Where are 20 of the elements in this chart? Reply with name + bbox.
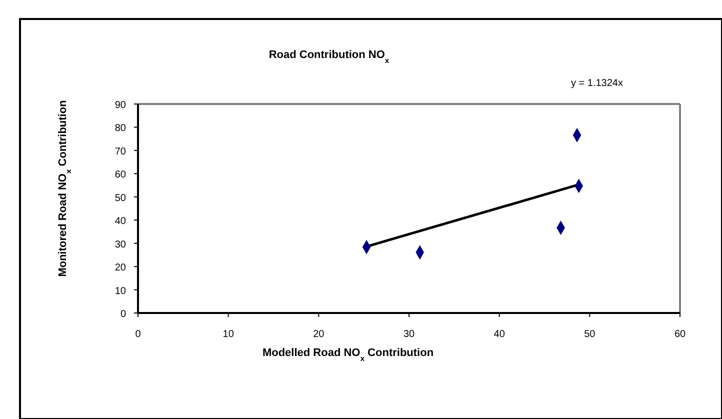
y-tick-label: 90 xyxy=(114,100,126,111)
text: y = 1.1324x xyxy=(571,78,623,89)
y-tick-label: 50 xyxy=(114,192,126,204)
x-tick-label: 10 xyxy=(222,329,234,340)
y-tick-label: 20 xyxy=(114,262,126,274)
y-tick-label: 80 xyxy=(114,123,126,134)
x-tick-label: 40 xyxy=(494,329,506,340)
x-tick-label: 20 xyxy=(313,329,325,340)
y-tick-label: 30 xyxy=(114,239,126,250)
x-tick-label: 30 xyxy=(403,329,415,340)
y-tick-label: 0 xyxy=(120,309,126,320)
y-tick-label: 70 xyxy=(114,146,126,158)
x-axis-title: Modelled Road NO$_{x}$ Contribution xyxy=(262,347,434,362)
y-tick-label: 10 xyxy=(114,286,126,297)
x-tick-label: 50 xyxy=(584,329,596,340)
y-tick-label: 40 xyxy=(114,216,126,228)
x-tick-label: 60 xyxy=(674,329,686,340)
chart-title: Road Contribution NO$_{x}$ xyxy=(268,49,390,64)
y-tick-label: 60 xyxy=(114,170,126,181)
x-tick-label: 0 xyxy=(135,329,142,340)
